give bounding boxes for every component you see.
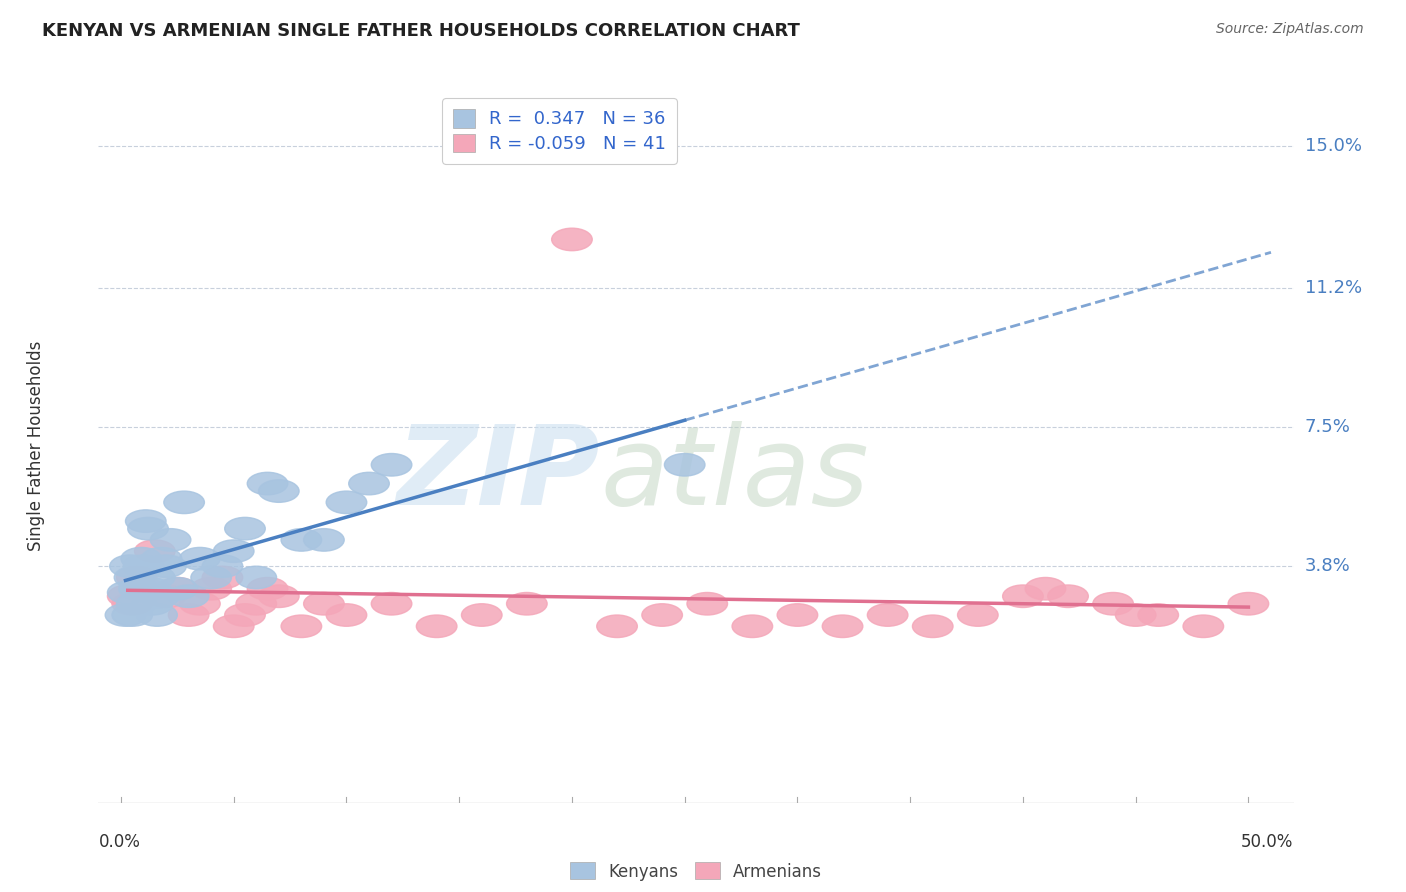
Ellipse shape	[371, 453, 412, 476]
Ellipse shape	[349, 472, 389, 495]
Ellipse shape	[461, 604, 502, 626]
Ellipse shape	[169, 585, 209, 607]
Ellipse shape	[259, 585, 299, 607]
Text: atlas: atlas	[600, 421, 869, 528]
Ellipse shape	[191, 577, 232, 600]
Ellipse shape	[214, 615, 254, 638]
Ellipse shape	[129, 577, 170, 600]
Ellipse shape	[912, 615, 953, 638]
Text: 7.5%: 7.5%	[1305, 418, 1351, 436]
Text: ZIP: ZIP	[396, 421, 600, 528]
Text: KENYAN VS ARMENIAN SINGLE FATHER HOUSEHOLDS CORRELATION CHART: KENYAN VS ARMENIAN SINGLE FATHER HOUSEHO…	[42, 22, 800, 40]
Ellipse shape	[112, 592, 152, 615]
Ellipse shape	[304, 592, 344, 615]
Ellipse shape	[665, 453, 704, 476]
Ellipse shape	[733, 615, 773, 638]
Ellipse shape	[596, 615, 637, 638]
Ellipse shape	[191, 566, 232, 589]
Ellipse shape	[135, 566, 176, 589]
Ellipse shape	[326, 491, 367, 514]
Text: 11.2%: 11.2%	[1305, 279, 1362, 297]
Ellipse shape	[107, 582, 148, 604]
Ellipse shape	[259, 480, 299, 502]
Ellipse shape	[1227, 592, 1268, 615]
Ellipse shape	[125, 510, 166, 533]
Ellipse shape	[236, 566, 277, 589]
Ellipse shape	[180, 548, 221, 570]
Ellipse shape	[118, 577, 159, 600]
Ellipse shape	[146, 555, 187, 577]
Ellipse shape	[1182, 615, 1223, 638]
Ellipse shape	[643, 604, 682, 626]
Ellipse shape	[112, 604, 152, 626]
Text: 50.0%: 50.0%	[1241, 833, 1294, 851]
Ellipse shape	[236, 592, 277, 615]
Ellipse shape	[132, 592, 173, 615]
Ellipse shape	[117, 592, 157, 615]
Text: 15.0%: 15.0%	[1305, 136, 1361, 154]
Ellipse shape	[247, 472, 288, 495]
Ellipse shape	[110, 555, 150, 577]
Ellipse shape	[139, 585, 180, 607]
Ellipse shape	[1115, 604, 1156, 626]
Ellipse shape	[124, 577, 165, 600]
Ellipse shape	[778, 604, 818, 626]
Ellipse shape	[141, 548, 181, 570]
Ellipse shape	[1092, 592, 1133, 615]
Text: 3.8%: 3.8%	[1305, 558, 1350, 575]
Ellipse shape	[157, 577, 198, 600]
Text: Single Father Households: Single Father Households	[27, 341, 45, 551]
Ellipse shape	[107, 585, 148, 607]
Legend: Kenyans, Armenians: Kenyans, Armenians	[564, 855, 828, 888]
Ellipse shape	[416, 615, 457, 638]
Ellipse shape	[688, 592, 727, 615]
Ellipse shape	[157, 577, 198, 600]
Ellipse shape	[1025, 577, 1066, 600]
Ellipse shape	[225, 517, 266, 540]
Ellipse shape	[136, 604, 177, 626]
Ellipse shape	[169, 604, 209, 626]
Text: Source: ZipAtlas.com: Source: ZipAtlas.com	[1216, 22, 1364, 37]
Ellipse shape	[128, 517, 169, 540]
Ellipse shape	[146, 585, 187, 607]
Ellipse shape	[121, 548, 162, 570]
Ellipse shape	[281, 615, 322, 638]
Ellipse shape	[135, 540, 176, 563]
Ellipse shape	[105, 604, 146, 626]
Ellipse shape	[1137, 604, 1178, 626]
Ellipse shape	[304, 529, 344, 551]
Ellipse shape	[202, 566, 243, 589]
Ellipse shape	[124, 555, 165, 577]
Ellipse shape	[957, 604, 998, 626]
Ellipse shape	[165, 491, 204, 514]
Ellipse shape	[551, 228, 592, 251]
Ellipse shape	[506, 592, 547, 615]
Ellipse shape	[1002, 585, 1043, 607]
Ellipse shape	[214, 540, 254, 563]
Ellipse shape	[117, 566, 157, 589]
Text: 0.0%: 0.0%	[98, 833, 141, 851]
Ellipse shape	[225, 604, 266, 626]
Ellipse shape	[150, 529, 191, 551]
Ellipse shape	[180, 592, 221, 615]
Ellipse shape	[326, 604, 367, 626]
Ellipse shape	[281, 529, 322, 551]
Ellipse shape	[371, 592, 412, 615]
Ellipse shape	[1047, 585, 1088, 607]
Ellipse shape	[202, 555, 243, 577]
Ellipse shape	[247, 577, 288, 600]
Ellipse shape	[823, 615, 863, 638]
Ellipse shape	[868, 604, 908, 626]
Ellipse shape	[114, 566, 155, 589]
